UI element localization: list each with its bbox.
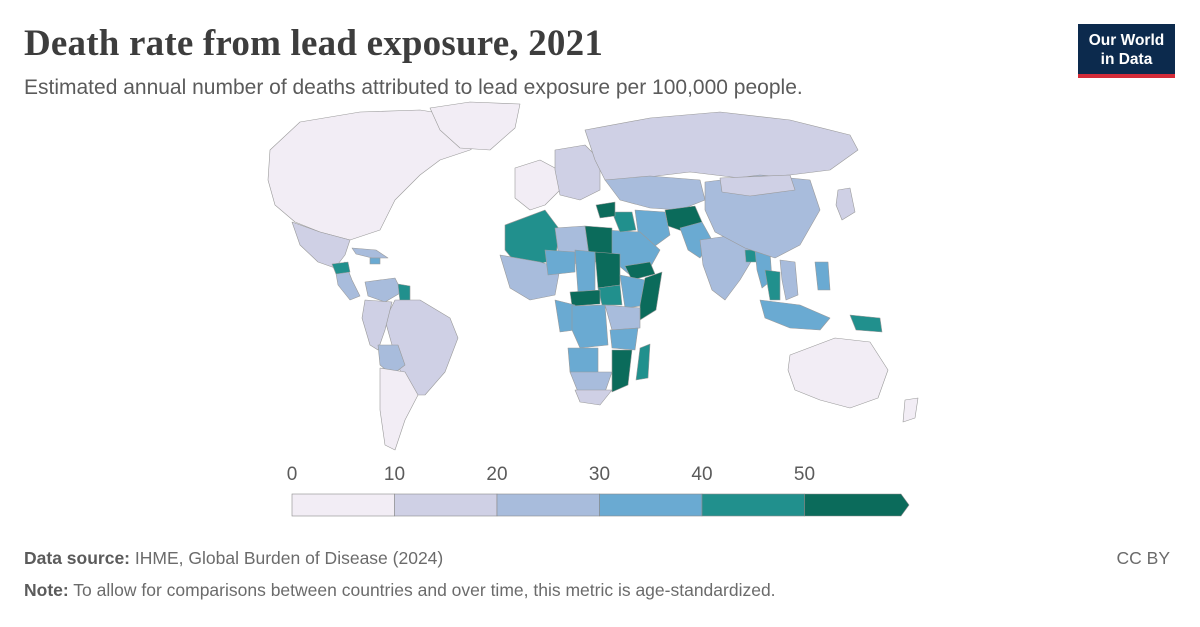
region-greenland[interactable] — [429, 101, 521, 151]
region-dr-congo[interactable] — [571, 304, 609, 349]
region-western-europe[interactable] — [514, 159, 561, 211]
legend-tick-label: 0 — [286, 464, 298, 485]
region-west-africa[interactable] — [499, 254, 561, 301]
legend-bin-5[interactable] — [804, 493, 910, 517]
region-angola[interactable] — [567, 347, 599, 376]
region-yemen[interactable] — [624, 261, 656, 281]
region-somalia[interactable] — [639, 271, 663, 321]
region-south-africa[interactable] — [574, 389, 613, 406]
legend-tick-label: 50 — [793, 464, 816, 485]
region-guyana[interactable] — [397, 283, 411, 303]
region-haiti[interactable] — [369, 257, 381, 265]
world-map — [267, 101, 919, 451]
logo-line-1: Our World — [1088, 32, 1165, 49]
region-niger[interactable] — [544, 249, 576, 276]
note-text: To allow for comparisons between countri… — [73, 580, 776, 600]
region-madagascar[interactable] — [635, 343, 651, 381]
legend-bin-1[interactable] — [394, 493, 498, 517]
region-thailand[interactable] — [764, 269, 781, 301]
region-north-america[interactable] — [267, 109, 501, 241]
region-mozambique[interactable] — [611, 349, 633, 393]
region-brazil[interactable] — [384, 299, 459, 396]
region-philippines[interactable] — [814, 261, 831, 291]
legend-tick-label: 20 — [486, 464, 508, 485]
legend-tick-label: 40 — [691, 464, 713, 485]
legend-bin-0[interactable] — [291, 493, 395, 517]
region-papua-new-guinea[interactable] — [849, 314, 883, 333]
region-east-africa[interactable] — [604, 304, 641, 331]
region-eastern-europe[interactable] — [554, 144, 601, 201]
region-bolivia[interactable] — [377, 344, 406, 376]
note-label: Note: — [24, 580, 69, 600]
region-southern-cone[interactable] — [379, 367, 419, 451]
region-russia[interactable] — [584, 111, 859, 181]
region-vietnam[interactable] — [779, 259, 799, 301]
region-central-african-republic[interactable] — [569, 289, 601, 307]
note: Note: To allow for comparisons between c… — [24, 580, 776, 601]
legend-bin-3[interactable] — [599, 493, 703, 517]
region-andean-south-america[interactable] — [361, 299, 393, 351]
legend-bin-4[interactable] — [701, 493, 805, 517]
legend-tick-label: 30 — [588, 464, 611, 485]
region-iraq[interactable] — [611, 211, 637, 233]
region-new-zealand[interactable] — [902, 397, 919, 423]
data-source: Data source: IHME, Global Burden of Dise… — [24, 548, 443, 569]
region-tanzania[interactable] — [609, 327, 639, 351]
region-venezuela[interactable] — [364, 277, 403, 303]
region-central-asia[interactable] — [604, 175, 706, 211]
region-southern-africa[interactable] — [569, 371, 613, 393]
region-syria[interactable] — [595, 201, 616, 219]
region-japan[interactable] — [835, 187, 856, 221]
chart-title: Death rate from lead exposure, 2021 — [24, 23, 604, 64]
region-indonesia[interactable] — [759, 299, 831, 331]
region-south-sudan[interactable] — [597, 284, 623, 306]
legend-tick-label: 10 — [383, 464, 406, 485]
license-link[interactable]: CC BY — [1116, 548, 1170, 568]
region-iran[interactable] — [634, 209, 671, 247]
legend-bin-2[interactable] — [496, 493, 600, 517]
owid-logo[interactable]: Our World in Data — [1078, 24, 1175, 78]
data-source-text[interactable]: IHME, Global Burden of Disease (2024) — [134, 548, 444, 568]
region-australia[interactable] — [787, 337, 889, 409]
region-mexico[interactable] — [291, 221, 351, 269]
region-chad[interactable] — [574, 249, 596, 293]
logo-line-2: in Data — [1100, 51, 1153, 68]
region-sudan[interactable] — [594, 251, 621, 289]
legend-color-bar — [291, 493, 910, 517]
region-caribbean[interactable] — [351, 247, 389, 259]
region-mongolia[interactable] — [719, 174, 796, 197]
chart-subtitle: Estimated annual number of deaths attrib… — [24, 76, 803, 99]
data-source-label: Data source: — [24, 548, 131, 568]
region-honduras[interactable] — [331, 261, 351, 275]
